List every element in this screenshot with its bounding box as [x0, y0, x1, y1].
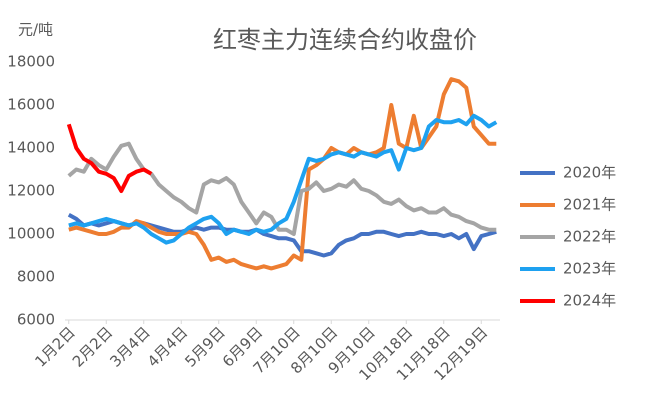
legend-label: 2020年	[563, 164, 616, 182]
series-line	[67, 141, 497, 236]
x-tick-label: 5月9日	[181, 323, 228, 370]
series-line	[66, 123, 153, 193]
y-tick-label: 6000	[17, 311, 55, 329]
x-tick-label: 3月4日	[106, 323, 153, 370]
series-line	[68, 113, 498, 245]
y-tick-label: 10000	[7, 225, 55, 243]
x-tick-label: 4月4日	[144, 323, 191, 370]
y-tick-label: 8000	[17, 268, 55, 286]
y-tick-label: 12000	[7, 182, 55, 200]
chart-title: 红枣主力连续合约收盘价	[213, 26, 477, 54]
y-tick-label: 16000	[7, 96, 55, 114]
legend-label: 2024年	[563, 292, 616, 310]
legend-label: 2021年	[563, 196, 616, 214]
y-axis-label: 元/吨	[18, 21, 53, 39]
x-tick-label: 1月2日	[31, 323, 78, 370]
legend-label: 2023年	[563, 260, 616, 278]
y-tick-label: 18000	[7, 53, 55, 71]
x-tick-label: 2月2日	[69, 323, 116, 370]
legend-label: 2022年	[563, 228, 616, 246]
y-tick-label: 14000	[7, 139, 55, 157]
